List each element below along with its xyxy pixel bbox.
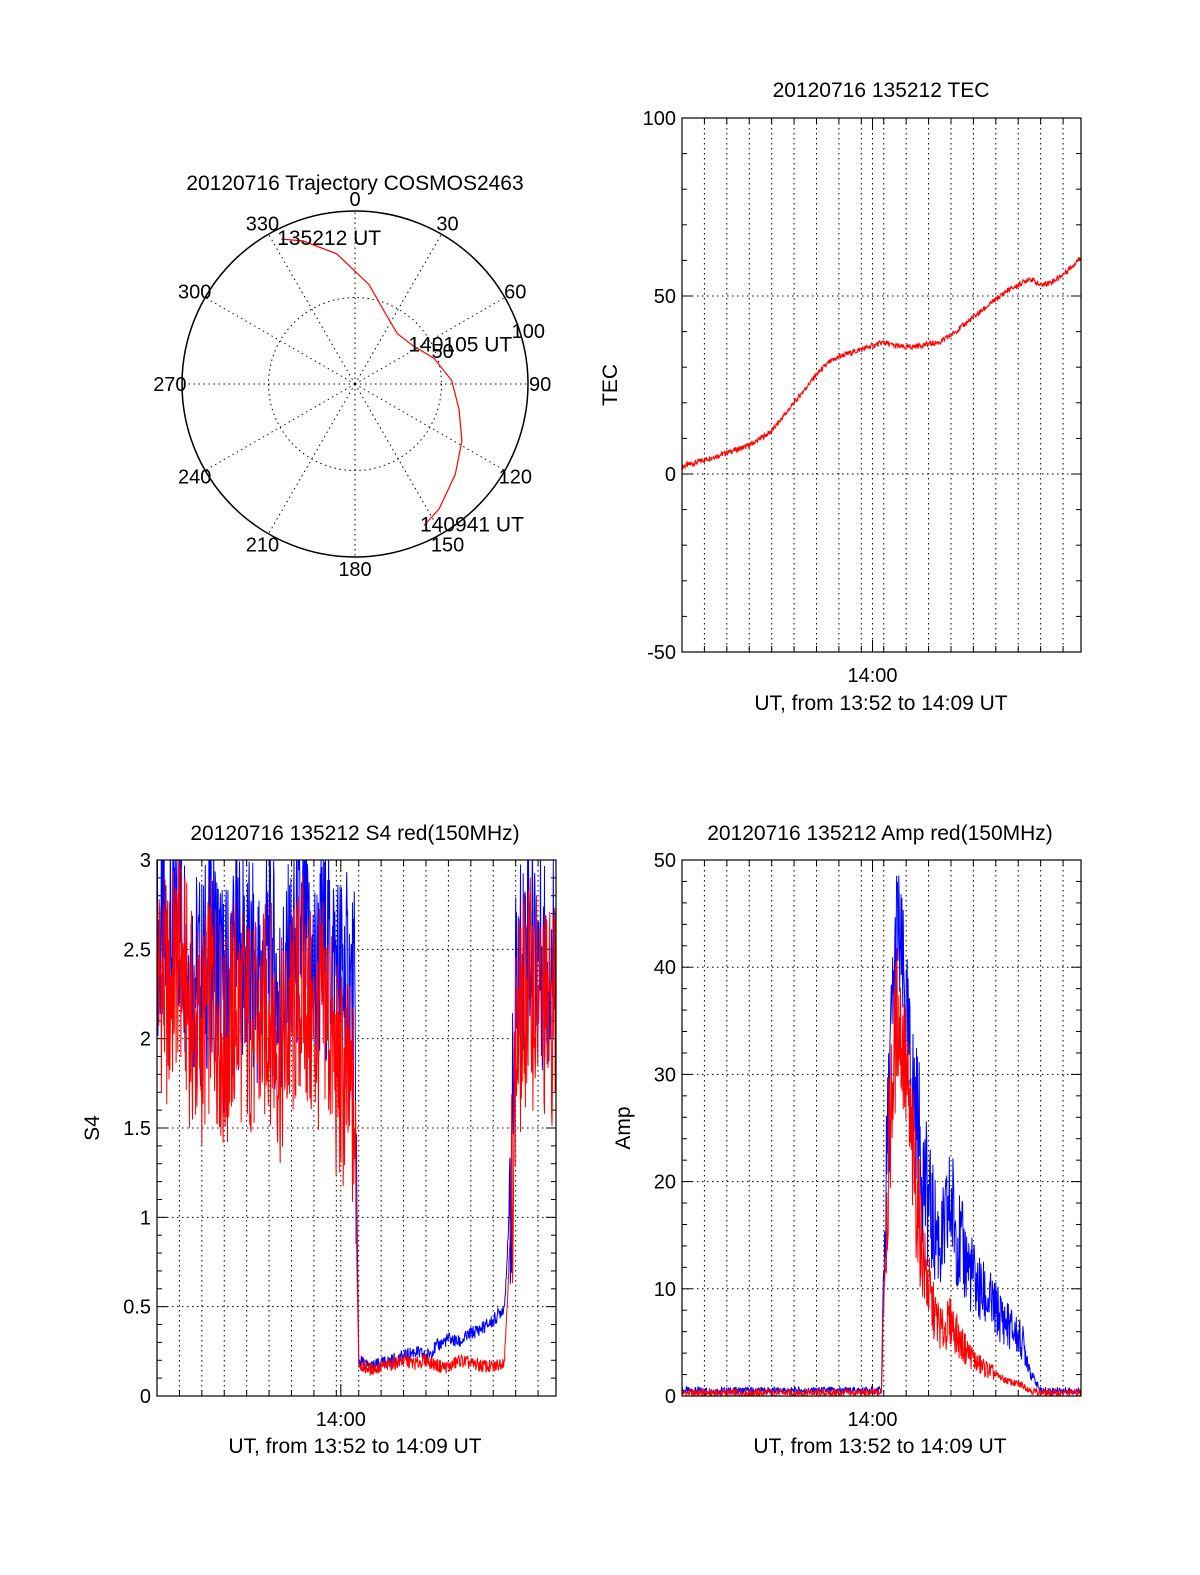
trajectory-annotation: 140105 UT — [408, 333, 512, 356]
polar-trajectory-chart: 20120716 Trajectory COSMOS2463 0 30 60 90 12… — [153, 172, 551, 581]
polar-azimuth-label: 60 — [504, 281, 526, 303]
tec-xlabel: UT, from 13:52 to 14:09 UT — [754, 692, 1007, 715]
polar-spoke — [354, 233, 442, 385]
y-tick-label: 3 — [140, 850, 151, 872]
tec-title: 20120716 135212 TEC — [773, 79, 990, 102]
plot-frame — [156, 859, 557, 1397]
tec-ylabel: TEC — [599, 364, 622, 406]
y-tick-label: 10 — [654, 1279, 676, 1301]
polar-radial-labels: 50 100 — [432, 321, 545, 363]
tec-chart: 20120716 135212 TEC TEC UT, from 13:52 t… — [599, 79, 1082, 715]
polar-spoke — [268, 383, 356, 535]
y-tick-label: 40 — [654, 957, 676, 979]
amp-chart: 20120716 135212 Amp red(150MHz) Amp UT, … — [612, 822, 1082, 1458]
plot-frame — [681, 859, 1082, 1397]
s4-ylabel: S4 — [81, 1115, 104, 1141]
y-tick-label: 20 — [654, 1172, 676, 1194]
y-tick-label: 50 — [654, 286, 676, 308]
amp-ylabel: Amp — [612, 1106, 635, 1149]
polar-azimuth-label: 240 — [178, 467, 211, 489]
polar-spoke — [204, 297, 356, 385]
x-tick-label: 14:00 — [848, 1409, 898, 1431]
y-tick-label: 0 — [665, 464, 676, 486]
s4-xlabel: UT, from 13:52 to 14:09 UT — [228, 1435, 481, 1458]
x-tick-label: 14:00 — [316, 1409, 366, 1431]
s4-title: 20120716 135212 S4 red(150MHz) — [190, 822, 519, 845]
trajectory-annotations: 135212 UT 140105 UT 140941 UT — [277, 227, 524, 536]
polar-spoke — [268, 233, 356, 385]
y-tick-label: 0 — [140, 1386, 151, 1408]
polar-azimuth-label: 90 — [529, 374, 551, 396]
polar-spoke — [204, 383, 356, 471]
x-tick-label: 14:00 — [848, 665, 898, 687]
series-line-red — [682, 257, 1081, 470]
trajectory-line — [281, 238, 463, 526]
polar-azimuth-label: 270 — [153, 374, 186, 396]
s4-chart: 20120716 135212 S4 red(150MHz) S4 UT, fr… — [81, 822, 557, 1458]
y-tick-label: 100 — [643, 108, 676, 130]
polar-azimuth-labels: 0 30 60 90 120 150 180 210 240 270 300 330 — [153, 189, 551, 581]
y-tick-label: 0 — [665, 1386, 676, 1408]
y-tick-label: 0.5 — [123, 1297, 151, 1319]
polar-radial-label: 50 — [432, 341, 454, 363]
polar-outer-circle — [181, 210, 529, 558]
series-line-blue — [157, 860, 556, 1374]
trajectory-annotation: 135212 UT — [277, 227, 381, 250]
polar-azimuth-label: 210 — [246, 534, 279, 556]
polar-grid — [181, 210, 529, 558]
polar-spoke — [354, 383, 442, 535]
amp-title: 20120716 135212 Amp red(150MHz) — [707, 822, 1053, 845]
polar-azimuth-label: 30 — [436, 214, 458, 236]
y-tick-label: 2.5 — [123, 939, 151, 961]
polar-spoke — [354, 383, 506, 471]
polar-azimuth-label: 120 — [499, 467, 532, 489]
polar-azimuth-label: 330 — [246, 214, 279, 236]
series-line-blue — [682, 875, 1081, 1396]
series-line-red — [682, 948, 1081, 1396]
polar-title: 20120716 Trajectory COSMOS2463 — [186, 172, 523, 195]
y-tick-label: 1 — [140, 1207, 151, 1229]
trajectory-annotation: 140941 UT — [420, 513, 524, 536]
y-tick-label: 30 — [654, 1064, 676, 1086]
polar-azimuth-label: 300 — [178, 281, 211, 303]
polar-radial-label: 100 — [512, 321, 545, 343]
y-tick-label: 2 — [140, 1029, 151, 1051]
polar-spoke — [354, 297, 506, 385]
amp-xlabel: UT, from 13:52 to 14:09 UT — [753, 1435, 1006, 1458]
y-tick-label: -50 — [647, 642, 676, 664]
y-tick-label: 50 — [654, 850, 676, 872]
polar-azimuth-label: 150 — [431, 534, 464, 556]
polar-azimuth-label: 180 — [338, 559, 371, 581]
polar-azimuth-label: 0 — [349, 189, 360, 211]
plot-frame — [681, 117, 1082, 653]
y-tick-label: 1.5 — [123, 1118, 151, 1140]
series-line-red — [157, 860, 556, 1376]
